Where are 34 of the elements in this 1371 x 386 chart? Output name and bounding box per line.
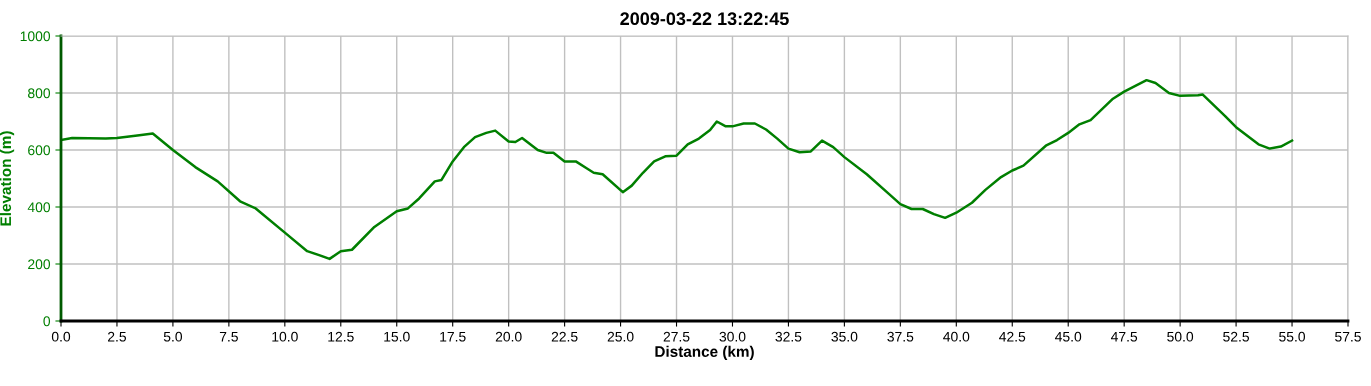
x-tick-label: 42.5: [999, 331, 1026, 342]
x-tick-label: 25.0: [607, 331, 634, 342]
y-tick-label: 800: [28, 88, 51, 99]
x-tick-label: 17.5: [440, 331, 466, 342]
x-tick-label: 35.0: [831, 331, 858, 342]
x-tick-label: 7.5: [219, 331, 238, 342]
x-tick-label: 12.5: [328, 331, 354, 342]
x-tick-label: 40.0: [943, 331, 970, 342]
x-tick-label: 45.0: [1055, 331, 1082, 342]
x-tick-label: 30.0: [719, 331, 746, 342]
x-tick-label: 57.5: [1335, 331, 1361, 342]
x-tick-label: 10.0: [272, 331, 298, 342]
x-tick-label: 47.5: [1110, 331, 1138, 342]
y-tick-label: 0: [43, 316, 51, 327]
x-tick-label: 0.0: [51, 331, 71, 342]
x-tick-label: 20.0: [495, 331, 522, 342]
x-tick-label: 22.5: [551, 331, 578, 342]
x-tick-label: 2.5: [108, 331, 127, 342]
x-axis-title: Distance (km): [655, 345, 754, 360]
y-tick-label: 200: [28, 259, 51, 270]
chart-title: 2009-03-22 13:22:45: [620, 12, 789, 26]
y-tick-label: 400: [27, 202, 51, 213]
y-axis-title: Elevation (m): [0, 131, 15, 226]
line-series: [61, 78, 1294, 261]
x-tick-label: 52.5: [1223, 331, 1250, 342]
y-tick-label: 600: [28, 145, 51, 156]
x-tick-label: 32.5: [775, 331, 802, 342]
x-tick-label: 37.5: [887, 331, 914, 342]
x-tick-label: 55.0: [1279, 331, 1306, 342]
y-tick-label: 1000: [20, 31, 51, 42]
x-tick-label: 15.0: [384, 331, 410, 342]
x-tick-label: 5.0: [163, 331, 183, 342]
x-tick-label: 50.0: [1167, 331, 1194, 342]
x-tick-label: 27.5: [663, 331, 690, 342]
